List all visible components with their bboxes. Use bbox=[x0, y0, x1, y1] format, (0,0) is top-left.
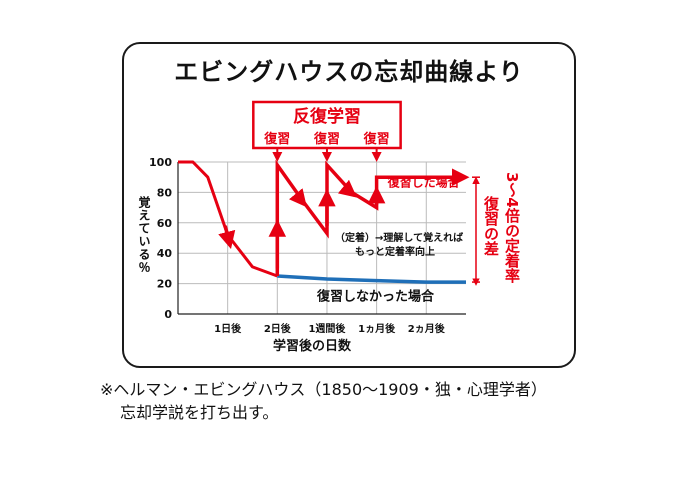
difference-label: 復習の差 bbox=[482, 195, 500, 256]
y-tick-label: 80 bbox=[157, 186, 173, 199]
review-box bbox=[252, 100, 402, 150]
y-tick-label: 40 bbox=[157, 247, 173, 260]
chart-title: エビングハウスの忘却曲線より bbox=[174, 58, 524, 86]
y-axis-label: 覚えている％ bbox=[137, 195, 151, 274]
series-line-no-review bbox=[277, 274, 466, 284]
y-tick-label: 60 bbox=[157, 217, 173, 230]
review-label: 復習 bbox=[313, 131, 340, 147]
review-box-title: 反復学習 bbox=[293, 106, 361, 127]
note-line2: もっと定着率向上 bbox=[355, 245, 435, 258]
series-label-review: 復習した場合 bbox=[387, 174, 461, 189]
series-layer bbox=[178, 159, 470, 284]
series-label-no-review: 復習しなかった場合 bbox=[316, 288, 435, 304]
curve-arrow bbox=[288, 188, 307, 208]
review-label: 復習 bbox=[263, 131, 290, 147]
x-axis-label: 学習後の日数 bbox=[273, 338, 352, 354]
x-tick-label: 1週間後 bbox=[308, 322, 346, 335]
y-tick-label: 20 bbox=[157, 278, 173, 291]
footnote: ※ヘルマン・エビングハウス（1850〜1909・独・心理学者） 忘却学説を打ち出… bbox=[100, 378, 547, 424]
series-line-initial-decline bbox=[178, 160, 278, 278]
retention-rate-label: 3〜4倍の定着率 bbox=[503, 172, 521, 284]
note-line1: （定着）→理解して覚えれば bbox=[335, 231, 463, 244]
footnote-line1: ※ヘルマン・エビングハウス（1850〜1909・独・心理学者） bbox=[100, 380, 547, 399]
y-tick-label: 0 bbox=[164, 308, 172, 321]
y-tick-label: 100 bbox=[149, 156, 172, 169]
x-tick-label: 1ヵ月後 bbox=[358, 322, 396, 335]
review-label: 復習 bbox=[363, 131, 390, 147]
curve-arrow bbox=[218, 225, 236, 249]
axes: 0 20 40 60 80 100 1日後 2日後 1週間後 1ヵ月後 2ヵ月後 覚えている％ 学習後の… bbox=[137, 156, 466, 354]
footnote-line2: 忘却学説を打ち出す。 bbox=[120, 403, 279, 422]
curve-arrow bbox=[337, 179, 357, 198]
x-tick-label: 1日後 bbox=[214, 322, 242, 335]
x-tick-label: 2日後 bbox=[264, 322, 292, 335]
x-tick-label: 2ヵ月後 bbox=[408, 322, 446, 335]
